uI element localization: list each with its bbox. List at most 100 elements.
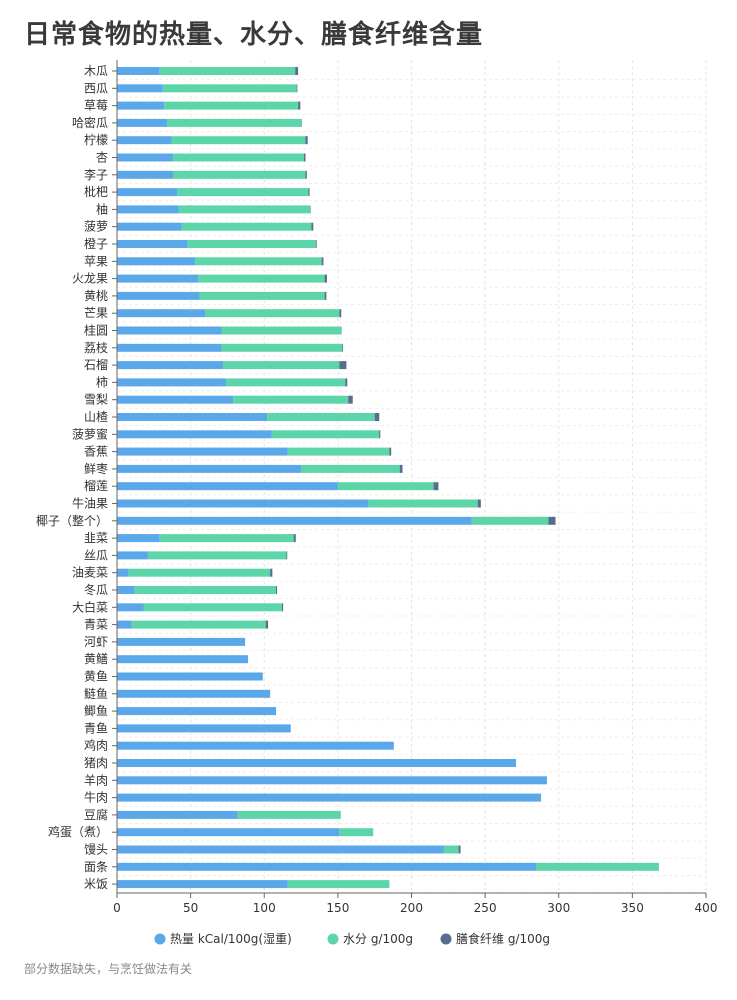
bar-segment-series-2[interactable] <box>270 568 273 577</box>
bar-segment-series-0[interactable] <box>117 655 249 664</box>
bar-segment-series-1[interactable] <box>337 482 434 491</box>
bar-segment-series-2[interactable] <box>389 447 392 456</box>
bar-segment-series-0[interactable] <box>117 361 224 370</box>
bar-segment-series-2[interactable] <box>342 343 344 352</box>
bar-segment-series-2[interactable] <box>304 153 306 162</box>
bar-segment-series-0[interactable] <box>117 880 288 889</box>
bar-segment-series-1[interactable] <box>134 586 277 594</box>
bar-segment-series-1[interactable] <box>339 828 374 837</box>
bar-segment-series-2[interactable] <box>296 84 298 93</box>
bar-segment-series-0[interactable] <box>117 395 234 404</box>
bar-segment-series-1[interactable] <box>233 395 349 404</box>
bar-segment-series-1[interactable] <box>221 326 341 335</box>
bar-segment-series-1[interactable] <box>443 845 459 854</box>
bar-segment-series-0[interactable] <box>117 482 338 491</box>
bar-segment-series-0[interactable] <box>117 378 226 387</box>
bar-segment-series-1[interactable] <box>225 378 346 387</box>
bar-segment-series-1[interactable] <box>164 101 299 110</box>
bar-segment-series-0[interactable] <box>117 689 271 698</box>
bar-segment-series-2[interactable] <box>345 378 348 387</box>
legend-label[interactable]: 热量 kCal/100g(湿重) <box>170 931 292 946</box>
bar-segment-series-1[interactable] <box>187 240 316 248</box>
bar-segment-series-0[interactable] <box>117 274 198 283</box>
bar-segment-series-1[interactable] <box>143 603 282 612</box>
legend-marker[interactable] <box>327 933 339 945</box>
bar-segment-series-2[interactable] <box>433 482 439 491</box>
bar-segment-series-0[interactable] <box>117 516 472 525</box>
bar-segment-series-1[interactable] <box>167 118 302 127</box>
bar-segment-series-0[interactable] <box>117 776 547 785</box>
bar-segment-series-1[interactable] <box>147 551 287 560</box>
bar-segment-series-0[interactable] <box>117 534 160 543</box>
bar-segment-series-0[interactable] <box>117 257 196 266</box>
bar-segment-series-2[interactable] <box>311 222 314 231</box>
bar-segment-series-2[interactable] <box>321 257 324 266</box>
bar-segment-series-0[interactable] <box>117 637 246 646</box>
bar-segment-series-1[interactable] <box>177 188 309 197</box>
bar-segment-series-0[interactable] <box>117 101 165 110</box>
bar-segment-series-2[interactable] <box>374 413 380 421</box>
bar-segment-series-1[interactable] <box>131 620 266 629</box>
bar-segment-series-0[interactable] <box>117 118 168 127</box>
bar-segment-series-1[interactable] <box>368 499 478 508</box>
bar-segment-series-1[interactable] <box>181 222 312 231</box>
bar-segment-series-1[interactable] <box>171 136 306 145</box>
bar-segment-series-1[interactable] <box>287 447 390 456</box>
bar-segment-series-0[interactable] <box>117 828 340 837</box>
bar-segment-series-0[interactable] <box>117 447 288 456</box>
bar-segment-series-0[interactable] <box>117 67 160 75</box>
bar-segment-series-0[interactable] <box>117 343 222 352</box>
bar-segment-series-2[interactable] <box>308 188 310 197</box>
bar-segment-series-1[interactable] <box>159 67 296 75</box>
bar-segment-series-0[interactable] <box>117 170 173 179</box>
bar-segment-series-0[interactable] <box>117 326 222 335</box>
bar-segment-series-0[interactable] <box>117 568 129 577</box>
bar-segment-series-2[interactable] <box>309 205 311 214</box>
bar-segment-series-0[interactable] <box>117 672 263 681</box>
bar-segment-series-0[interactable] <box>117 551 148 560</box>
bar-segment-series-0[interactable] <box>117 84 163 93</box>
legend-marker[interactable] <box>440 933 452 945</box>
bar-segment-series-2[interactable] <box>458 845 461 854</box>
bar-segment-series-1[interactable] <box>128 568 271 577</box>
bar-segment-series-1[interactable] <box>536 862 659 871</box>
bar-segment-series-1[interactable] <box>301 464 400 473</box>
bar-segment-series-0[interactable] <box>117 291 200 300</box>
bar-segment-series-1[interactable] <box>221 343 343 352</box>
bar-segment-series-1[interactable] <box>172 170 306 179</box>
bar-segment-series-1[interactable] <box>178 205 310 214</box>
bar-segment-series-0[interactable] <box>117 413 268 421</box>
bar-segment-series-2[interactable] <box>305 170 307 179</box>
bar-segment-series-1[interactable] <box>172 153 305 162</box>
bar-segment-series-1[interactable] <box>159 534 294 543</box>
bar-segment-series-0[interactable] <box>117 603 144 612</box>
bar-segment-series-1[interactable] <box>287 880 390 889</box>
bar-segment-series-2[interactable] <box>339 361 347 370</box>
legend-label[interactable]: 水分 g/100g <box>343 932 413 946</box>
bar-segment-series-0[interactable] <box>117 153 173 162</box>
bar-segment-series-2[interactable] <box>265 620 269 629</box>
bar-segment-series-2[interactable] <box>324 291 327 300</box>
bar-segment-series-1[interactable] <box>199 291 325 300</box>
bar-segment-series-0[interactable] <box>117 222 182 231</box>
bar-segment-series-0[interactable] <box>117 136 172 145</box>
bar-segment-series-0[interactable] <box>117 499 369 508</box>
bar-segment-series-2[interactable] <box>379 430 381 439</box>
bar-segment-series-2[interactable] <box>305 136 308 145</box>
bar-segment-series-1[interactable] <box>267 413 375 421</box>
bar-segment-series-2[interactable] <box>339 309 342 318</box>
bar-segment-series-1[interactable] <box>237 810 341 819</box>
bar-segment-series-1[interactable] <box>271 430 380 439</box>
bar-segment-series-0[interactable] <box>117 845 444 854</box>
bar-segment-series-2[interactable] <box>399 464 403 473</box>
bar-segment-series-2[interactable] <box>276 586 278 594</box>
bar-segment-series-0[interactable] <box>117 188 178 197</box>
bar-segment-series-0[interactable] <box>117 309 206 318</box>
bar-segment-series-2[interactable] <box>315 240 317 248</box>
bar-segment-series-0[interactable] <box>117 759 517 767</box>
bar-segment-series-0[interactable] <box>117 793 542 802</box>
bar-segment-series-2[interactable] <box>324 274 327 283</box>
legend-marker[interactable] <box>154 933 166 945</box>
bar-segment-series-2[interactable] <box>298 101 301 110</box>
bar-segment-series-0[interactable] <box>117 724 291 733</box>
